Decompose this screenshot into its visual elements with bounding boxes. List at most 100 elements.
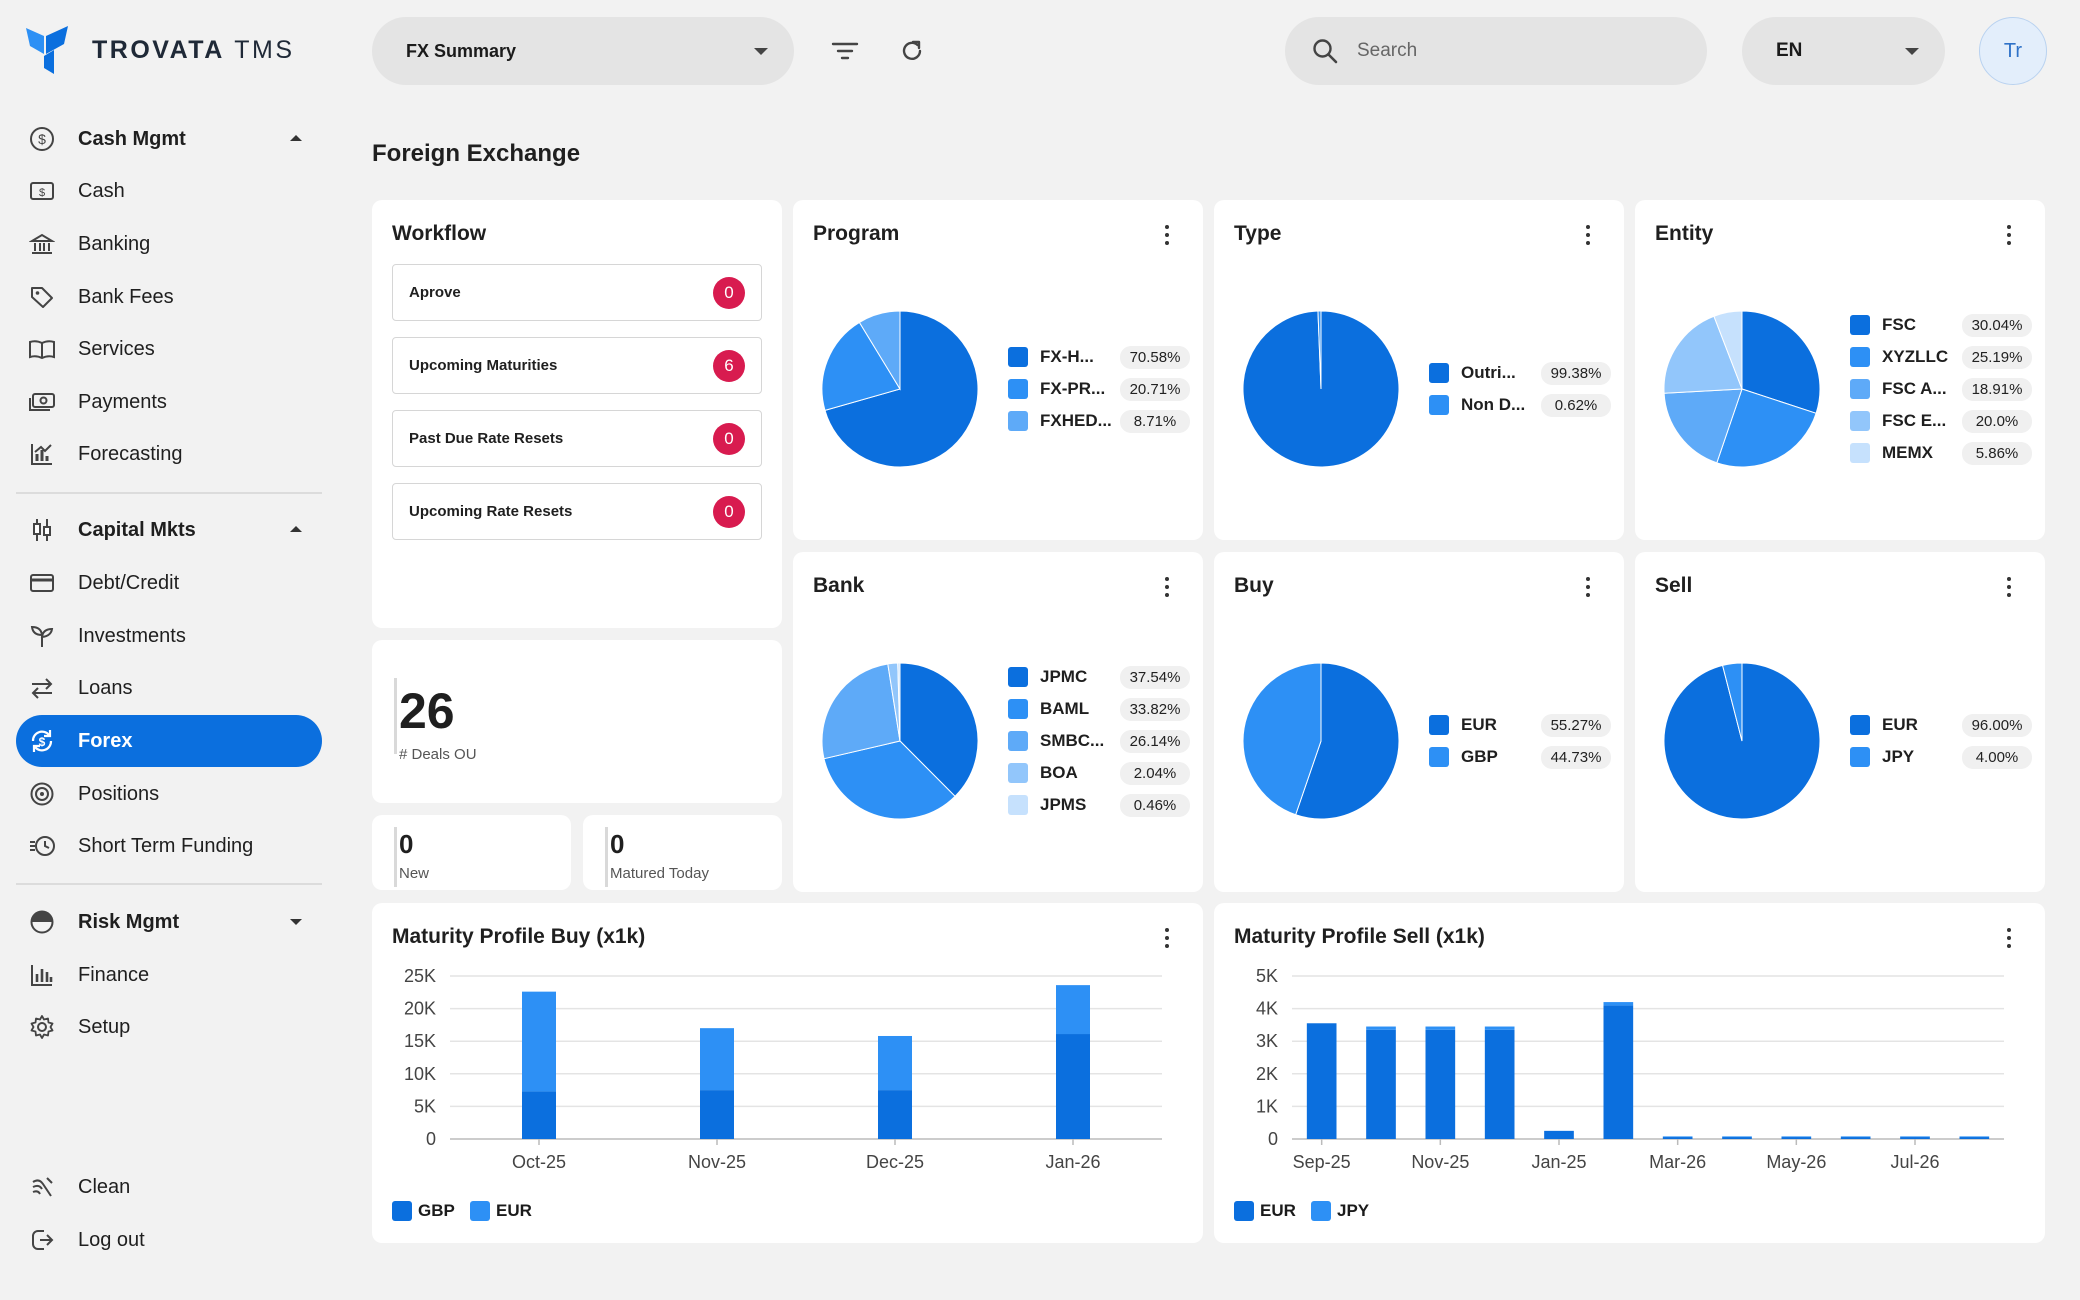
deals-label: # Deals OU — [399, 746, 477, 763]
more-menu-button[interactable] — [1157, 925, 1177, 951]
bar-eur-jan-26[interactable] — [1056, 985, 1090, 1035]
nav-item-investments[interactable]: Investments — [16, 610, 322, 662]
bar-jpy-jul-26[interactable] — [1900, 1136, 1930, 1138]
nav-item-forex[interactable]: $ Forex — [16, 715, 322, 767]
nav-item-short-term-funding[interactable]: Short Term Funding — [16, 820, 322, 872]
view-select[interactable]: FX Summary — [372, 17, 794, 85]
pie-slice-jpms[interactable] — [897, 662, 901, 742]
nav-item-label: Short Term Funding — [78, 834, 254, 857]
nav-item-payments[interactable]: Payments — [16, 376, 322, 428]
pie-slice-fxhed[interactable] — [858, 310, 901, 391]
stat-accent-bar — [605, 827, 608, 887]
nav-item-setup[interactable]: Setup — [16, 1001, 322, 1053]
bar-eur-aug-26[interactable] — [1959, 1137, 1990, 1139]
app-logo[interactable]: TROVATA TMS — [24, 24, 295, 76]
pie-slice-fsca[interactable] — [1663, 388, 1743, 464]
language-select[interactable]: EN — [1742, 17, 1945, 85]
pie-slice-jpy[interactable] — [1721, 662, 1743, 742]
bar-eur-mar-26[interactable] — [1662, 1137, 1693, 1139]
nav-item-services[interactable]: Services — [16, 323, 322, 375]
pie-slice-baml[interactable] — [823, 740, 956, 820]
more-menu-button[interactable] — [1999, 222, 2019, 248]
refresh-button[interactable] — [890, 29, 934, 73]
pie-slice-smbc[interactable] — [821, 663, 901, 760]
nav-item-finance[interactable]: Finance — [16, 949, 322, 1001]
bar-jpy-feb-25[interactable] — [1603, 1002, 1634, 1006]
nav-item-forecasting[interactable]: Forecasting — [16, 428, 322, 480]
new-count: 0 — [399, 829, 414, 859]
more-menu-button[interactable] — [1157, 222, 1177, 248]
pie-slice-fsce[interactable] — [1663, 315, 1743, 394]
more-menu-button[interactable] — [1157, 574, 1177, 600]
program-pie — [821, 310, 979, 468]
bar-jpy-aug-26[interactable] — [1959, 1136, 1990, 1138]
refresh-icon — [902, 40, 922, 60]
bar-eur-jun-26[interactable] — [1840, 1137, 1871, 1139]
search-input[interactable]: Search — [1357, 40, 1418, 61]
nav-item-clean[interactable]: Clean — [16, 1161, 322, 1213]
bar-eur-oct-25[interactable] — [1366, 1029, 1396, 1139]
more-menu-button[interactable] — [1999, 574, 2019, 600]
nav-group-capital-mkts[interactable]: Capital Mkts — [16, 504, 322, 556]
nav-item-banking[interactable]: Banking — [16, 218, 322, 270]
nav-item-positions[interactable]: Positions — [16, 768, 322, 820]
pie-slice-fsc[interactable] — [1741, 310, 1821, 414]
svg-text:$: $ — [38, 131, 46, 147]
deals-stat-card: 26 # Deals OU — [372, 640, 782, 803]
pie-slice-nond[interactable] — [1317, 310, 1322, 390]
nav-item-log-out[interactable]: Log out — [16, 1214, 322, 1266]
language-value: EN — [1776, 40, 1803, 61]
bar-gbp-nov-25[interactable] — [700, 1090, 734, 1139]
nav-item-debt-credit[interactable]: Debt/Credit — [16, 557, 322, 609]
entity-pie — [1663, 310, 1821, 468]
nav-group-risk-mgmt[interactable]: Risk Mgmt — [16, 896, 322, 948]
bar-gbp-dec-25[interactable] — [878, 1090, 912, 1139]
bar-jpy-oct-25[interactable] — [1366, 1026, 1396, 1030]
bar-gbp-oct-25[interactable] — [522, 1091, 556, 1139]
bar-jpy-may-26[interactable] — [1781, 1136, 1812, 1138]
nav-group-label: Cash Mgmt — [78, 127, 186, 150]
nav-group-cash-mgmt[interactable]: $ Cash Mgmt — [16, 113, 322, 165]
pie-slice-gbp[interactable] — [1242, 662, 1322, 816]
pie-slice-memx[interactable] — [1713, 310, 1743, 390]
bar-jpy-jun-26[interactable] — [1840, 1136, 1871, 1138]
pie-slice-xyzllc[interactable] — [1716, 388, 1817, 468]
bar-eur-jan-25[interactable] — [1544, 1130, 1574, 1139]
bar-eur-may-26[interactable] — [1781, 1137, 1812, 1139]
maturity-buy-chart: 0 5K 10K 15K 20K 25K Oct-25 Nov-25 Dec-25 Jan-26 — [404, 966, 1162, 1172]
workflow-item-label: Past Due Rate Resets — [409, 430, 564, 447]
more-menu-button[interactable] — [1578, 574, 1598, 600]
bar-jpy-mar-26[interactable] — [1662, 1136, 1693, 1138]
more-menu-button[interactable] — [1999, 925, 2019, 951]
nav-item-loans[interactable]: Loans — [16, 662, 322, 714]
currency-exchange-icon: $ — [28, 727, 56, 755]
pie-slice-fxh[interactable] — [824, 310, 979, 468]
bar-jpy-nov-25[interactable] — [1425, 1026, 1456, 1030]
bar-eur-dec-25[interactable] — [878, 1035, 912, 1091]
avatar[interactable]: Tr — [1979, 17, 2047, 85]
pie-slice-fxpr[interactable] — [821, 321, 901, 412]
bar-jpy-apr-26[interactable] — [1722, 1136, 1752, 1138]
workflow-item-upcoming-rate-resets[interactable]: Upcoming Rate Resets 0 — [392, 483, 762, 540]
workflow-item-past-due-rate-resets[interactable]: Past Due Rate Resets 0 — [392, 410, 762, 467]
more-menu-button[interactable] — [1578, 222, 1598, 248]
filter-button[interactable] — [823, 29, 867, 73]
bar-eur-sep-25[interactable] — [1306, 1023, 1337, 1139]
bar-eur-feb-25[interactable] — [1603, 1005, 1634, 1139]
nav-item-bank-fees[interactable]: Bank Fees — [16, 271, 322, 323]
bar-jpy-dec-25[interactable] — [1484, 1026, 1515, 1030]
pie-slice-jpmc[interactable] — [899, 662, 979, 798]
bar-gbp-jan-26[interactable] — [1056, 1034, 1090, 1139]
workflow-item-upcoming-maturities[interactable]: Upcoming Maturities 6 — [392, 337, 762, 394]
nav-item-cash[interactable]: $ Cash — [16, 165, 322, 217]
bar-eur-dec-25[interactable] — [1484, 1029, 1515, 1139]
bar-eur-nov-25[interactable] — [700, 1028, 734, 1091]
bar-eur-oct-25[interactable] — [522, 991, 556, 1092]
chevron-down-icon — [754, 48, 768, 55]
bar-eur-apr-26[interactable] — [1722, 1137, 1752, 1139]
bar-eur-nov-25[interactable] — [1425, 1029, 1456, 1139]
buy-pie — [1242, 662, 1400, 820]
bar-eur-jul-26[interactable] — [1900, 1137, 1930, 1139]
workflow-item-aprove[interactable]: Aprove 0 — [392, 264, 762, 321]
search-box[interactable]: Search — [1285, 17, 1707, 85]
